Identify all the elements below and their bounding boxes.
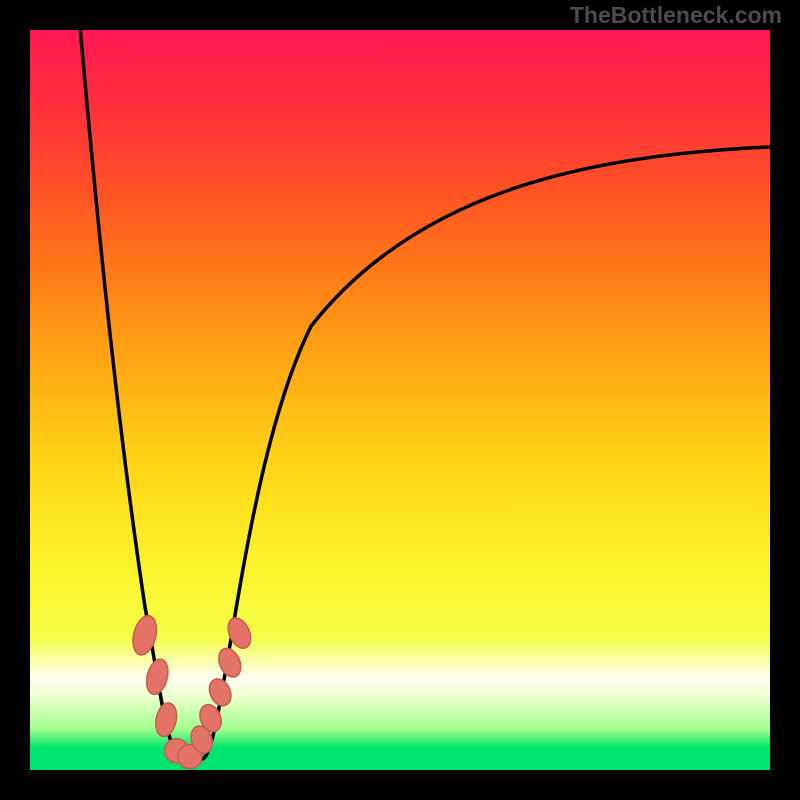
chart-root: TheBottleneck.com [0, 0, 800, 800]
plot-background [30, 30, 770, 770]
watermark-text: TheBottleneck.com [570, 2, 782, 29]
chart-svg [0, 0, 800, 800]
